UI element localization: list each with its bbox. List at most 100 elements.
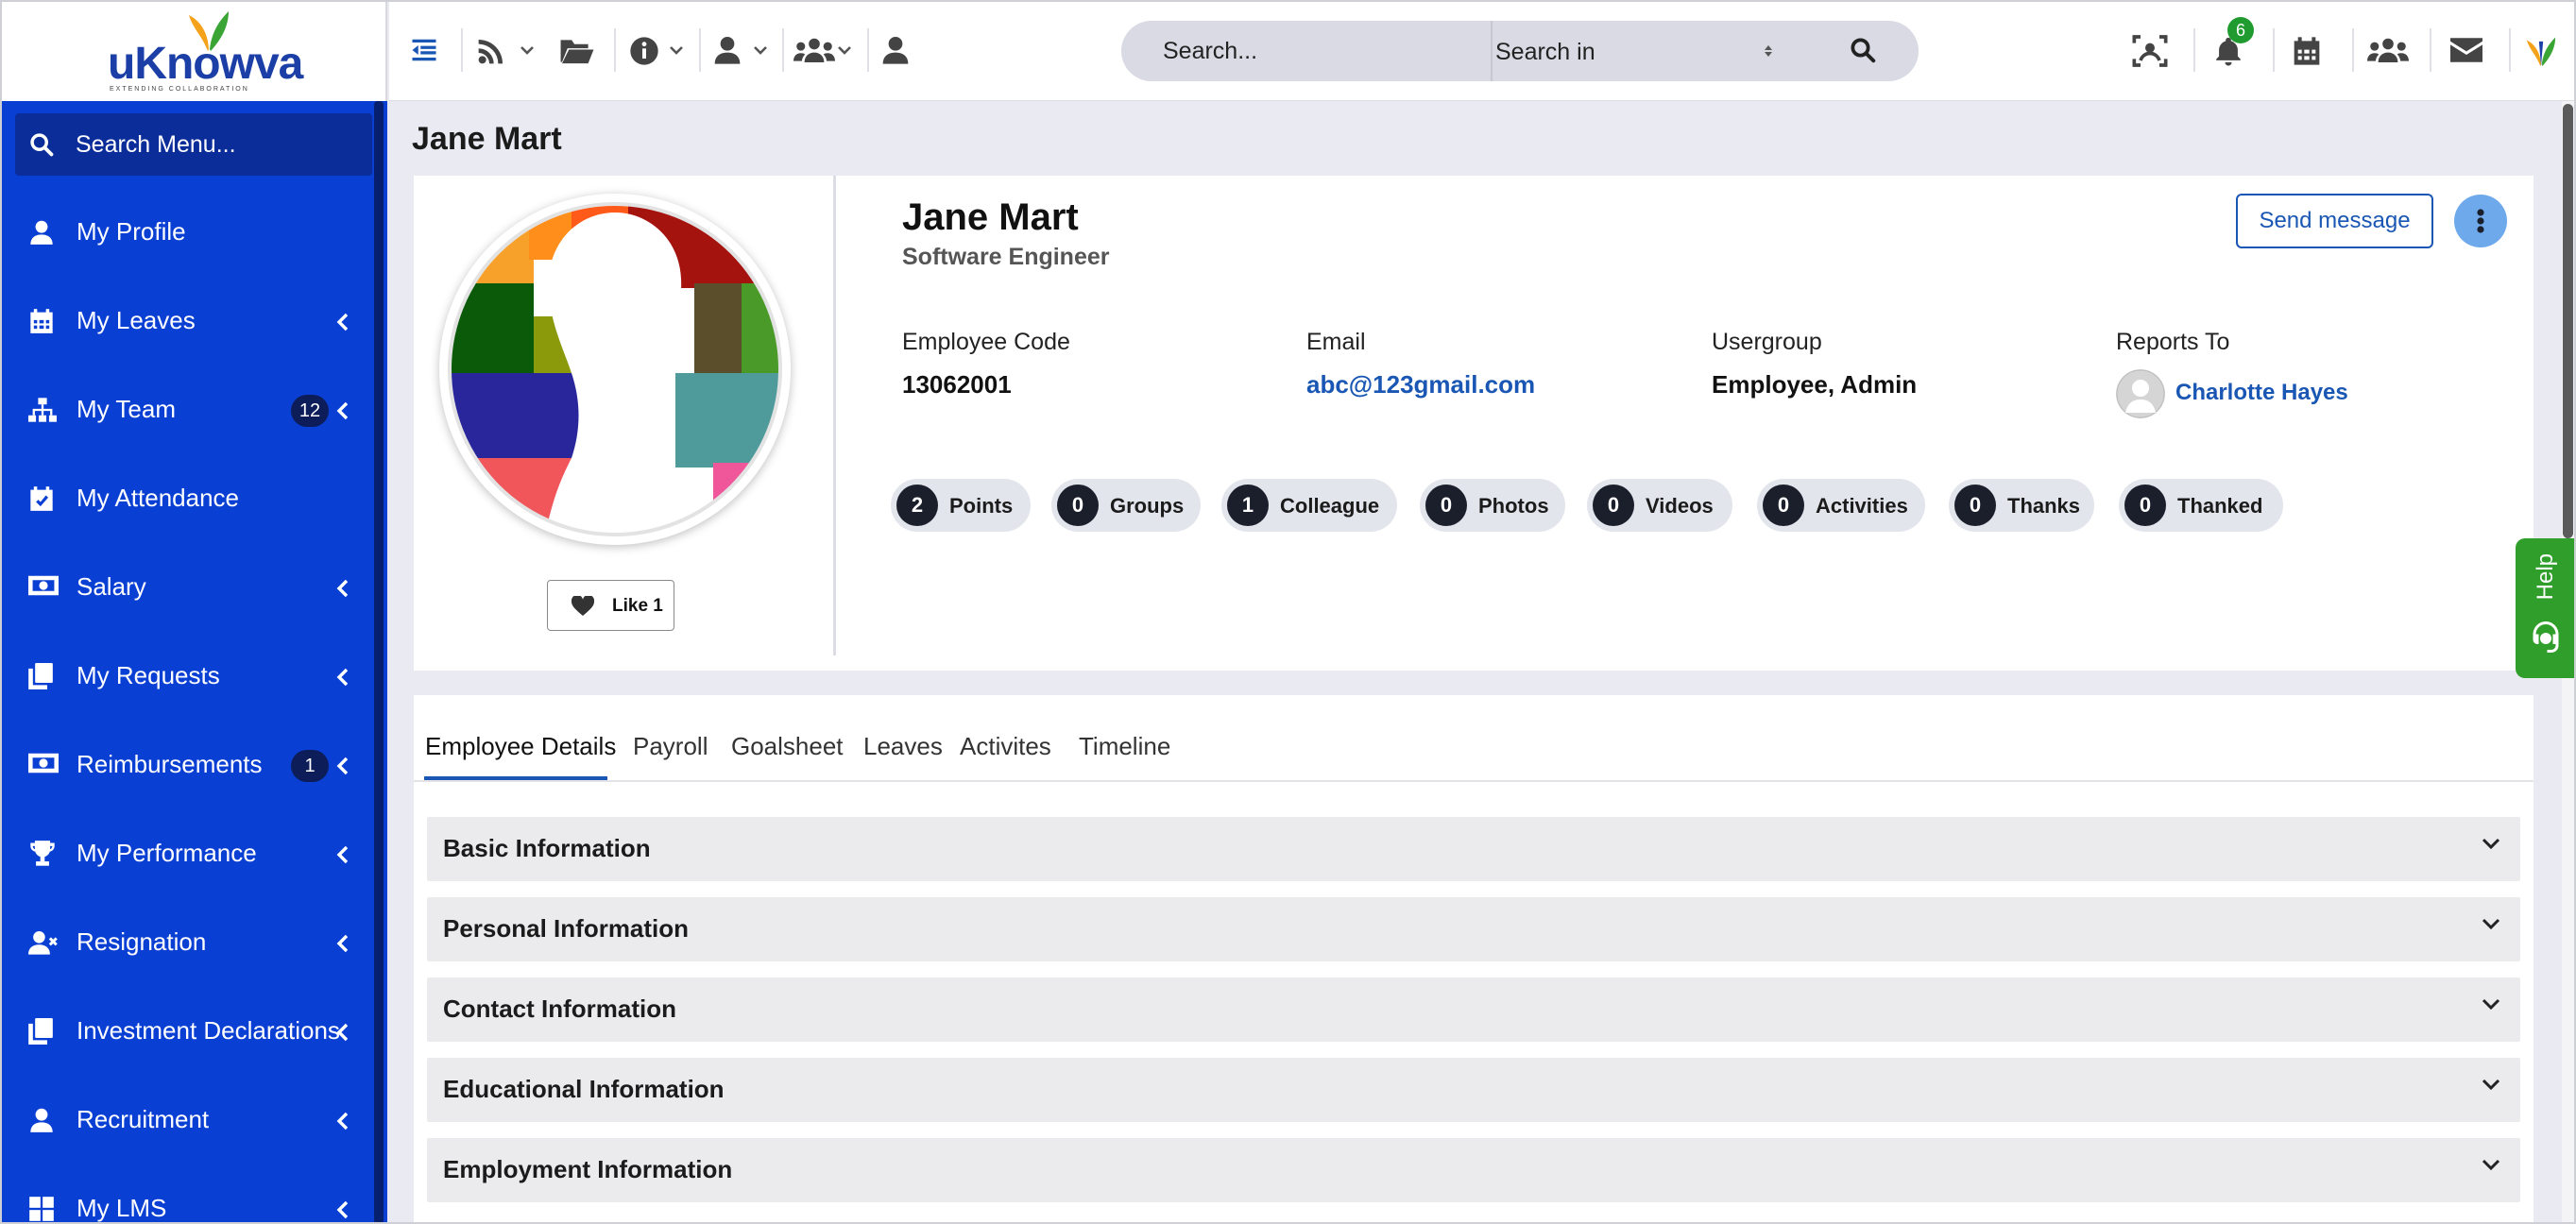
- divider: [2193, 28, 2195, 72]
- sidebar: uKnowva EXTENDING COLLABORATION Search M…: [0, 0, 387, 1224]
- chevron-down-icon[interactable]: [837, 45, 852, 57]
- section-educational-information[interactable]: Educational Information: [427, 1058, 2520, 1122]
- send-message-button[interactable]: Send message: [2236, 194, 2433, 248]
- chevron-down-icon[interactable]: [520, 45, 535, 57]
- team-icon[interactable]: [2367, 36, 2409, 64]
- chevron-left-icon[interactable]: [336, 1112, 350, 1130]
- tab-timeline[interactable]: Timeline: [1079, 732, 1171, 760]
- chevron-down-icon[interactable]: [669, 45, 684, 57]
- info-icon[interactable]: [629, 36, 659, 66]
- employee-code-label: Employee Code: [902, 329, 1070, 355]
- section-title: Employment Information: [443, 1155, 733, 1183]
- sidebar-item-recruitment[interactable]: Recruitment: [0, 1091, 387, 1148]
- search-menu[interactable]: Search Menu...: [15, 113, 372, 176]
- chevron-down-icon: [2482, 998, 2500, 1011]
- sidebar-item-reimbursements[interactable]: Reimbursements 1: [0, 736, 387, 792]
- page-title: Jane Mart: [412, 121, 562, 157]
- chevron-left-icon[interactable]: [336, 756, 350, 775]
- tab-activites[interactable]: Activites: [960, 732, 1051, 760]
- section-basic-information[interactable]: Basic Information: [427, 817, 2520, 881]
- chevron-left-icon[interactable]: [336, 934, 350, 953]
- stat-photos[interactable]: 0 Photos: [1420, 479, 1565, 532]
- stat-groups[interactable]: 0 Groups: [1051, 479, 1201, 532]
- search-scope-select[interactable]: Search in: [1495, 39, 1595, 65]
- stat-colleague[interactable]: 1 Colleague: [1221, 479, 1397, 532]
- profile-icon[interactable]: [880, 34, 911, 66]
- chevron-left-icon[interactable]: [336, 668, 350, 687]
- stat-label: Photos: [1478, 494, 1549, 518]
- mail-icon[interactable]: [2450, 38, 2482, 62]
- chevron-left-icon[interactable]: [336, 313, 350, 332]
- users-group-icon[interactable]: [793, 36, 835, 64]
- scrollbar-thumb[interactable]: [2563, 104, 2573, 538]
- active-tab-indicator: [424, 776, 607, 780]
- sidebar-item-my-team[interactable]: My Team 12: [0, 381, 387, 437]
- sidebar-item-my-profile[interactable]: My Profile: [0, 203, 387, 260]
- app-logo-icon[interactable]: [2524, 28, 2558, 74]
- count-badge: 12: [291, 395, 329, 427]
- tab-employee-details[interactable]: Employee Details: [425, 732, 617, 760]
- stat-activities[interactable]: 0 Activities: [1757, 479, 1925, 532]
- bell-icon[interactable]: [2212, 34, 2244, 68]
- logo[interactable]: uKnowva EXTENDING COLLABORATION: [0, 0, 387, 101]
- sidebar-item-my-performance[interactable]: My Performance: [0, 824, 387, 881]
- profile-name: Jane Mart: [902, 196, 1079, 238]
- rss-icon[interactable]: [476, 36, 506, 66]
- chevron-left-icon[interactable]: [336, 401, 350, 420]
- tab-payroll[interactable]: Payroll: [633, 732, 708, 760]
- avatar[interactable]: [439, 194, 791, 545]
- chevron-down-icon: [2482, 918, 2500, 930]
- sidebar-item-salary[interactable]: Salary: [0, 558, 387, 615]
- employee-code-value: 13062001: [902, 370, 1012, 399]
- sidebar-item-my-attendance[interactable]: My Attendance: [0, 469, 387, 526]
- sidebar-item-resignation[interactable]: Resignation: [0, 913, 387, 970]
- tab-leaves[interactable]: Leaves: [863, 732, 943, 760]
- search-input[interactable]: [1121, 21, 1490, 81]
- calendar-icon[interactable]: [2292, 35, 2322, 67]
- reports-to-avatar[interactable]: [2116, 369, 2165, 418]
- sidebar-item-label: My Team: [77, 395, 176, 423]
- chevron-down-icon[interactable]: [753, 45, 768, 57]
- stat-points[interactable]: 2 Points: [891, 479, 1031, 532]
- email-link[interactable]: abc@123gmail.com: [1306, 370, 1536, 399]
- usergroup-label: Usergroup: [1712, 329, 1822, 355]
- face-scan-icon[interactable]: [2131, 32, 2169, 70]
- divider: [614, 28, 616, 72]
- avatar-image: [448, 202, 782, 536]
- stat-thanks[interactable]: 0 Thanks: [1949, 479, 2094, 532]
- like-button[interactable]: Like 1: [547, 580, 674, 631]
- section-employment-information[interactable]: Employment Information: [427, 1138, 2520, 1202]
- sidebar-item-investment-declarations[interactable]: Investment Declarations: [0, 1002, 387, 1059]
- sidebar-item-label: My Attendance: [77, 484, 239, 512]
- notification-badge: 6: [2227, 17, 2254, 43]
- folder-icon[interactable]: [559, 36, 595, 66]
- more-options-button[interactable]: [2454, 195, 2507, 247]
- help-label: Help: [2533, 553, 2558, 601]
- section-contact-information[interactable]: Contact Information: [427, 978, 2520, 1042]
- sidebar-item-my-requests[interactable]: My Requests: [0, 647, 387, 704]
- stat-label: Videos: [1646, 494, 1714, 518]
- stat-count: 2: [896, 484, 938, 526]
- logo-text: uKnowva: [108, 39, 303, 89]
- sidebar-item-my-leaves[interactable]: My Leaves: [0, 292, 387, 348]
- user-icon[interactable]: [712, 34, 742, 66]
- chevron-left-icon[interactable]: [336, 845, 350, 864]
- search-button[interactable]: [1849, 36, 1877, 64]
- chevron-left-icon[interactable]: [336, 579, 350, 598]
- stat-count: 0: [1057, 484, 1099, 526]
- reports-to-link[interactable]: Charlotte Hayes: [2175, 380, 2348, 405]
- select-arrows-icon: [1765, 45, 1772, 57]
- chevron-left-icon[interactable]: [336, 1023, 350, 1042]
- help-tab[interactable]: Help: [2516, 538, 2576, 678]
- user-icon: [28, 219, 55, 246]
- tab-goalsheet[interactable]: Goalsheet: [731, 732, 844, 760]
- support-icon: [2533, 621, 2559, 653]
- sidebar-scrollbar[interactable]: [374, 101, 384, 1224]
- stat-videos[interactable]: 0 Videos: [1587, 479, 1732, 532]
- stat-thanked[interactable]: 0 Thanked: [2119, 479, 2283, 532]
- chevron-left-icon[interactable]: [336, 1200, 350, 1219]
- menu-toggle-icon[interactable]: [410, 36, 438, 64]
- sidebar-item-my-lms[interactable]: My LMS: [0, 1180, 387, 1224]
- section-personal-information[interactable]: Personal Information: [427, 897, 2520, 961]
- sidebar-item-label: My Requests: [77, 661, 220, 689]
